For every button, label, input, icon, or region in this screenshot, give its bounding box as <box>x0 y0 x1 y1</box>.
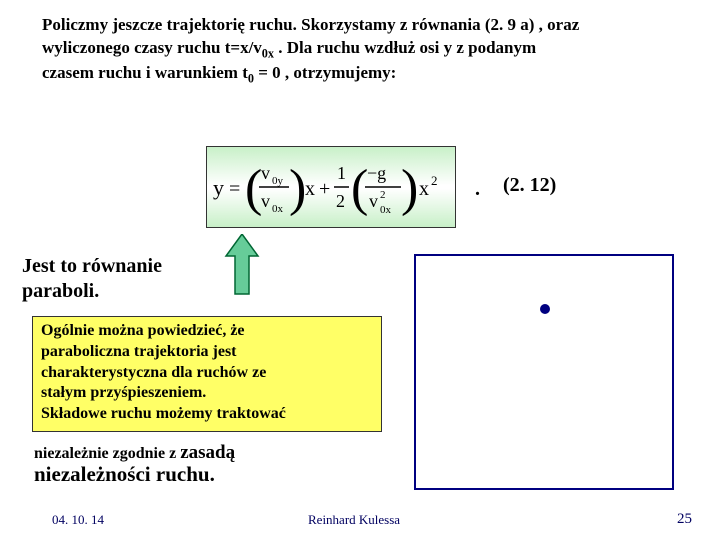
svg-text:v: v <box>261 163 270 183</box>
equation-number: (2. 12) <box>503 174 556 197</box>
svg-text:x: x <box>305 178 315 200</box>
niez-l1a: niezależnie zgodnie z <box>34 445 180 462</box>
svg-text:): ) <box>401 160 418 217</box>
yl2: paraboliczna trajektoria jest <box>41 343 237 360</box>
svg-text:2: 2 <box>431 173 438 188</box>
svg-text:0x: 0x <box>272 203 284 215</box>
equation-box: y = ( v 0y v 0x ) x + 1 2 ( −g v 2 0x ) … <box>206 146 456 228</box>
svg-text:x: x <box>419 178 429 200</box>
intro-line3a: czasem ruchu i warunkiem t <box>42 63 248 82</box>
svg-text:v: v <box>369 191 378 211</box>
svg-text:=: = <box>229 178 240 200</box>
figure-placeholder <box>414 254 674 490</box>
svg-text:2: 2 <box>336 191 345 211</box>
intro-line2b: . Dla ruchu wzdłuż osi y z podanym <box>274 38 536 57</box>
yl3: charakterystyczna dla ruchów ze <box>41 364 266 381</box>
svg-text:(: ( <box>351 160 368 217</box>
figure-dot <box>540 304 550 314</box>
yl5: Składowe ruchu możemy traktować <box>41 405 286 422</box>
equation-svg: y = ( v 0y v 0x ) x + 1 2 ( −g v 2 0x ) … <box>209 149 453 225</box>
yl4: stałym przyśpieszeniem. <box>41 384 206 401</box>
svg-text:2: 2 <box>380 189 386 201</box>
intro-line2a: wyliczonego czasy ruchu t=x/v <box>42 38 262 57</box>
svg-text:0x: 0x <box>380 204 392 216</box>
svg-text:+: + <box>319 178 330 200</box>
niez-l1b: zasadą <box>180 442 235 463</box>
footer-author: Reinhard Kulessa <box>308 512 400 528</box>
highlight-box: Ogólnie można powiedzieć, że paraboliczn… <box>32 316 382 432</box>
footer-page-number: 25 <box>677 511 692 528</box>
svg-text:0y: 0y <box>272 175 284 187</box>
svg-text:1: 1 <box>337 163 346 183</box>
parabola-statement: Jest to równanie paraboli. <box>22 254 212 304</box>
intro-line3b: = 0 , otrzymujemy: <box>254 63 396 82</box>
svg-text:): ) <box>289 160 306 217</box>
svg-text:y: y <box>213 175 224 200</box>
footer-date: 04. 10. 14 <box>52 512 104 528</box>
yl1: Ogólnie można powiedzieć, że <box>41 322 245 339</box>
intro-line1: Policzmy jeszcze trajektorię ruchu. Skor… <box>42 15 579 34</box>
intro-sub1: 0x <box>262 46 274 60</box>
intro-paragraph: Policzmy jeszcze trajektorię ruchu. Skor… <box>42 14 682 87</box>
independence-heading: niezależności ruchu. <box>34 462 215 487</box>
up-arrow-icon <box>224 234 260 298</box>
equation-period: . <box>475 178 480 201</box>
svg-text:(: ( <box>245 160 262 217</box>
svg-text:−g: −g <box>367 163 386 183</box>
arrow-shape <box>226 234 258 294</box>
svg-text:v: v <box>261 191 270 211</box>
